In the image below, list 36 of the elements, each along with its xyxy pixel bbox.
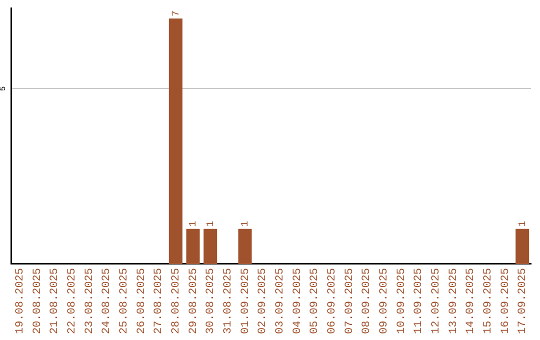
- data-label: 7: [171, 10, 182, 17]
- x-tick-label: 29.08.2025: [188, 268, 200, 334]
- x-tick-label: 10.09.2025: [396, 268, 408, 334]
- x-tick-label: 26.08.2025: [136, 268, 148, 334]
- x-tick-label: 12.09.2025: [430, 268, 443, 334]
- x-tick-label: 08.09.2025: [361, 268, 374, 334]
- x-tick-label: 24.08.2025: [101, 268, 114, 334]
- x-tick-label: 15.09.2025: [482, 268, 495, 334]
- x-tick-label: 25.08.2025: [118, 268, 131, 334]
- x-tick-label: 07.09.2025: [344, 268, 356, 334]
- x-tick-label: 31.08.2025: [222, 268, 235, 334]
- x-tick-label: 03.09.2025: [274, 268, 287, 334]
- data-label: 1: [518, 220, 529, 227]
- data-label: 1: [188, 220, 200, 227]
- data-label: 1: [240, 220, 252, 227]
- x-tick-label: 23.08.2025: [84, 268, 96, 334]
- x-tick-label: 09.09.2025: [378, 268, 391, 334]
- x-tick-label: 19.08.2025: [14, 268, 27, 334]
- x-tick-label: 30.08.2025: [205, 268, 218, 334]
- x-tick-label: 20.08.2025: [32, 268, 44, 334]
- x-tick-label: 13.09.2025: [448, 268, 460, 334]
- x-tick-label: 28.08.2025: [170, 268, 183, 334]
- x-tick-label: 17.09.2025: [517, 268, 530, 334]
- x-tick-label: 01.09.2025: [240, 268, 252, 334]
- x-tick-label: 05.09.2025: [309, 268, 322, 334]
- y-tick-label: 5: [0, 86, 8, 92]
- x-tick-label: 21.08.2025: [49, 268, 62, 334]
- data-label: 1: [206, 220, 217, 227]
- x-tick-label: 14.09.2025: [465, 268, 478, 334]
- x-tick-label: 06.09.2025: [326, 268, 339, 334]
- x-tick-label: 02.09.2025: [257, 268, 270, 334]
- x-tick-label: 27.08.2025: [153, 268, 166, 334]
- x-tick-label: 11.09.2025: [413, 268, 426, 334]
- x-tick-label: 16.09.2025: [500, 268, 512, 334]
- x-tick-label: 04.09.2025: [292, 268, 304, 334]
- x-tick-label: 22.08.2025: [66, 268, 79, 334]
